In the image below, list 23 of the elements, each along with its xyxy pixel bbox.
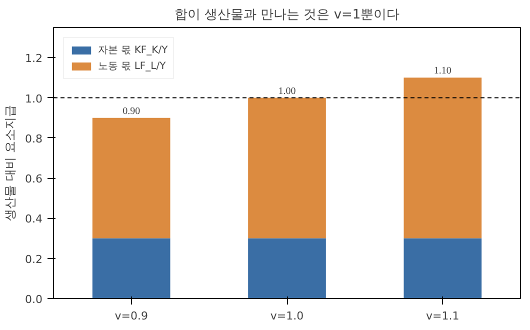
bar — [404, 238, 482, 298]
bar — [92, 238, 170, 298]
bar — [404, 78, 482, 238]
y-tick-label: 0.8 — [25, 132, 43, 146]
text: 0.0 — [25, 293, 43, 306]
total-label: 1.00 — [278, 86, 296, 97]
legend-label: 자본 몫 KF_K/Y — [98, 44, 168, 57]
y-tick-label: 0.4 — [25, 212, 43, 226]
text: 1.0 — [25, 92, 43, 106]
y-tick-label: 1.2 — [25, 52, 43, 66]
total-label: 1.10 — [434, 66, 452, 77]
chart-title: 합이 생산물과 만나는 것은 v=1뿐이다 — [174, 8, 400, 22]
x-tick-label: v=1.0 — [270, 310, 304, 322]
legend-label: 노동 몫 LF_L/Y — [98, 60, 166, 73]
y-axis-title: 생산물 대비 요소지급 — [3, 105, 18, 221]
y-tick-label: 0.6 — [25, 172, 43, 186]
bar — [248, 238, 326, 298]
total-label: 0.90 — [122, 106, 140, 117]
x-tick-label: v=0.9 — [114, 310, 148, 322]
bar — [92, 118, 170, 238]
bar — [248, 98, 326, 238]
x-tick-label: v=1.1 — [426, 310, 460, 322]
y-tick-label: 0.2 — [25, 252, 43, 266]
